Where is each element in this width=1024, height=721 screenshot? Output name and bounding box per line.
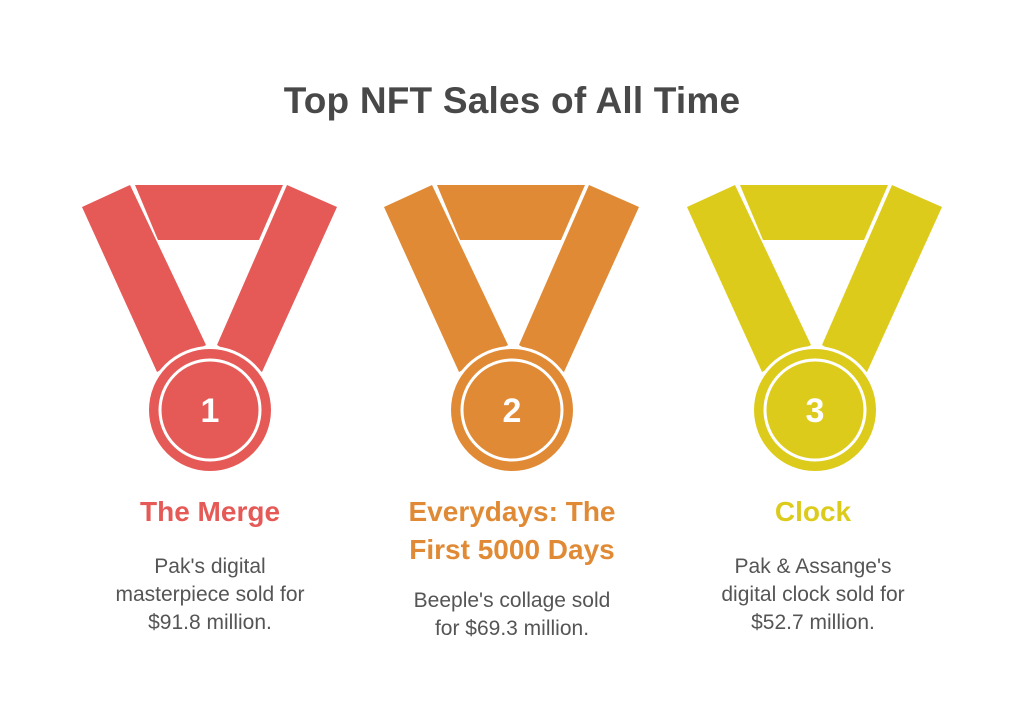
medal-1: 1: [75, 175, 345, 485]
item-name: The Merge: [139, 496, 281, 527]
name-line: Everydays: The: [408, 496, 616, 527]
item-name: Everydays: The First 5000 Days: [362, 493, 662, 569]
medal-icon: 2: [384, 185, 639, 474]
medal-icon: 3: [687, 185, 942, 474]
ribbon-icon: [687, 185, 942, 372]
description-line: $91.8 million.: [148, 611, 272, 634]
item-name: Clock: [774, 496, 852, 527]
medal-icon: 1: [82, 185, 337, 474]
description-line: for $69.3 million.: [434, 617, 590, 640]
ribbon-icon: [384, 185, 639, 372]
description-line: $52.7 million.: [751, 611, 875, 634]
name-line: First 5000 Days: [409, 534, 615, 565]
page-title: Top NFT Sales of All Time: [283, 80, 741, 121]
item-description: Pak & Assange's digital clock sold for $…: [663, 553, 963, 637]
medal-3: 3: [680, 175, 950, 485]
medal-2: 2: [377, 175, 647, 485]
ribbon-icon: [82, 185, 337, 372]
medal-1-info: The Merge Pak's digital masterpiece sold…: [60, 493, 360, 637]
medal-rank: 2: [503, 392, 522, 430]
item-description: Beeple's collage sold for $69.3 million.: [362, 587, 662, 643]
medal-rank: 3: [806, 392, 825, 430]
item-description: Pak's digital masterpiece sold for $91.8…: [60, 553, 360, 637]
description-line: masterpiece sold for: [115, 583, 305, 606]
description-line: Beeple's collage sold: [413, 589, 611, 612]
description-line: Pak's digital: [154, 555, 266, 578]
description-line: Pak & Assange's: [734, 555, 892, 578]
medal-3-info: Clock Pak & Assange's digital clock sold…: [663, 493, 963, 637]
medal-rank: 1: [201, 392, 220, 430]
description-line: digital clock sold for: [721, 583, 905, 606]
medal-2-info: Everydays: The First 5000 Days Beeple's …: [362, 493, 662, 643]
